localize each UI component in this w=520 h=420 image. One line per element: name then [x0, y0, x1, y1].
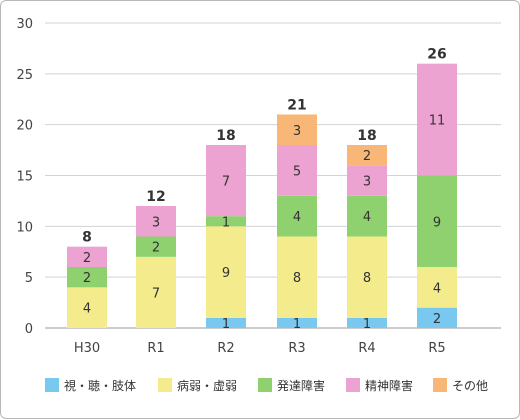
data-label: 8 — [363, 271, 371, 286]
legend-swatch — [433, 378, 447, 392]
total-label: 12 — [146, 189, 165, 205]
bar-segment — [417, 307, 457, 328]
data-label: 1 — [222, 317, 230, 332]
data-label: 9 — [433, 215, 441, 230]
legend-swatch — [346, 378, 360, 392]
data-label: 3 — [293, 124, 301, 139]
data-label: 4 — [433, 281, 441, 296]
y-tick-label: 15 — [16, 170, 33, 185]
bar-segment — [277, 195, 317, 237]
bar-segment — [417, 267, 457, 308]
bar-segment — [277, 145, 317, 196]
bar-segment — [206, 317, 246, 328]
bar-segment — [206, 216, 246, 227]
x-tick-label: R4 — [358, 341, 375, 356]
bar-segment — [347, 317, 387, 328]
data-label: 11 — [429, 114, 446, 129]
x-tick-label: R1 — [147, 341, 164, 356]
legend-swatch — [45, 378, 59, 392]
bar-segment — [67, 267, 107, 288]
data-label: 4 — [83, 302, 91, 317]
data-label: 4 — [363, 210, 371, 225]
bar-segment — [417, 63, 457, 176]
x-tick-label: R2 — [217, 341, 234, 356]
data-label: 2 — [83, 271, 91, 286]
data-label: 1 — [222, 215, 230, 230]
x-tick-label: R3 — [288, 341, 305, 356]
x-tick-label: R5 — [428, 341, 445, 356]
bar-segment — [347, 145, 387, 166]
bar-segment — [67, 246, 107, 267]
y-tick-label: 0 — [25, 322, 33, 337]
y-tick-label: 20 — [16, 119, 33, 134]
legend-label: 病弱・虚弱 — [177, 378, 237, 393]
bar-segment — [206, 145, 246, 217]
data-label: 1 — [293, 317, 301, 332]
legend-label: 視・聴・肢体 — [64, 378, 136, 393]
bar-segment — [277, 236, 317, 318]
y-tick-label: 10 — [16, 220, 33, 235]
total-label: 18 — [357, 128, 376, 144]
legend-label: 発達障害 — [277, 378, 325, 393]
bar-segment — [136, 256, 176, 328]
total-label: 18 — [216, 128, 235, 144]
bar-segment — [277, 114, 317, 145]
bar-segment — [67, 287, 107, 328]
legend-swatch — [158, 378, 172, 392]
bar-segment — [417, 175, 457, 267]
total-label: 21 — [287, 98, 306, 114]
data-label: 2 — [363, 149, 371, 164]
data-label: 9 — [222, 266, 230, 281]
y-tick-label: 30 — [16, 17, 33, 32]
bar-segment — [347, 236, 387, 318]
bar-segment — [136, 206, 176, 237]
data-label: 2 — [433, 312, 441, 327]
data-label: 3 — [363, 175, 371, 190]
bar-segment — [277, 317, 317, 328]
y-tick-label: 5 — [25, 271, 33, 286]
legend-label: その他 — [452, 379, 488, 393]
data-label: 7 — [222, 175, 230, 190]
data-label: 2 — [83, 251, 91, 266]
legend-label: 精神障害 — [365, 378, 413, 393]
x-tick-label: H30 — [74, 341, 100, 356]
data-label: 4 — [293, 210, 301, 225]
total-label: 26 — [427, 47, 446, 63]
data-label: 2 — [152, 241, 160, 256]
data-label: 1 — [363, 317, 371, 332]
bar-segment — [206, 226, 246, 318]
bar-segment — [347, 195, 387, 237]
bar-segment — [136, 236, 176, 257]
data-label: 8 — [293, 271, 301, 286]
data-label: 5 — [293, 164, 301, 179]
bar-segment — [347, 165, 387, 196]
data-label: 3 — [152, 215, 160, 230]
y-tick-label: 25 — [16, 68, 33, 83]
total-label: 8 — [82, 230, 92, 246]
legend-swatch — [258, 378, 272, 392]
data-label: 7 — [152, 286, 160, 301]
